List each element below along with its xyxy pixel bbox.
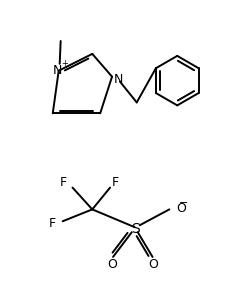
- Text: F: F: [112, 176, 119, 189]
- Text: N: N: [53, 64, 62, 77]
- Text: O: O: [107, 258, 116, 271]
- Text: S: S: [131, 222, 140, 236]
- Text: F: F: [49, 217, 55, 230]
- Text: O: O: [148, 258, 158, 271]
- Text: O: O: [176, 202, 185, 215]
- Text: N: N: [113, 73, 123, 86]
- Text: F: F: [59, 176, 66, 189]
- Text: +: +: [61, 59, 68, 68]
- Text: −: −: [178, 198, 187, 208]
